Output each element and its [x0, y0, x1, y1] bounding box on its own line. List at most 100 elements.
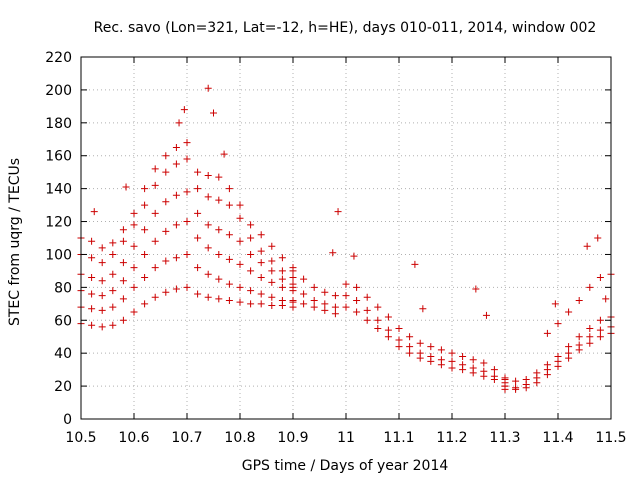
- data-point: [141, 226, 149, 234]
- data-point: [247, 234, 255, 242]
- series-track-4: [77, 218, 297, 300]
- data-point: [257, 247, 265, 255]
- data-point: [98, 292, 106, 300]
- data-point: [575, 346, 583, 354]
- data-point: [225, 280, 233, 288]
- data-point: [363, 306, 371, 314]
- data-point: [596, 333, 604, 341]
- data-point: [119, 237, 127, 245]
- series-track-7: [289, 267, 509, 382]
- data-point: [236, 201, 244, 209]
- data-point: [225, 297, 233, 305]
- data-point: [565, 308, 573, 316]
- data-point: [554, 320, 562, 328]
- data-point: [594, 234, 602, 242]
- x-tick-labels: 10.5 10.6 10.7 10.8 10.9 11 11.1 11.2 11.3 11.4 11…: [65, 430, 626, 446]
- data-point: [268, 301, 276, 309]
- data-point: [183, 188, 191, 196]
- data-point: [602, 295, 610, 303]
- data-point: [321, 306, 329, 314]
- data-point: [257, 300, 265, 308]
- data-point: [406, 333, 414, 341]
- data-point: [183, 139, 191, 147]
- data-point: [119, 316, 127, 324]
- data-point: [141, 273, 149, 281]
- data-point: [204, 270, 212, 278]
- data-point: [480, 359, 488, 367]
- data-point: [512, 377, 520, 385]
- data-point: [331, 303, 339, 311]
- data-point: [162, 288, 170, 296]
- series-outliers: [90, 84, 610, 319]
- data-point: [419, 305, 427, 313]
- data-point: [596, 273, 604, 281]
- y-tick-label: 140: [45, 182, 72, 198]
- data-point: [210, 109, 217, 117]
- data-point: [204, 244, 212, 252]
- data-point: [225, 201, 233, 209]
- data-point: [448, 357, 456, 365]
- data-point: [329, 249, 337, 257]
- data-point: [215, 295, 223, 303]
- data-point: [88, 290, 96, 298]
- data-point: [554, 362, 562, 370]
- data-point: [236, 214, 244, 222]
- data-point: [268, 257, 276, 265]
- data-point: [257, 273, 265, 281]
- x-axis-title: GPS time / Days of year 2014: [242, 458, 449, 474]
- data-point: [374, 303, 382, 311]
- data-point: [374, 316, 382, 324]
- data-point: [109, 270, 117, 278]
- data-point: [416, 354, 424, 362]
- data-point: [551, 300, 559, 308]
- data-point: [194, 209, 202, 217]
- data-point: [236, 260, 244, 268]
- data-point: [586, 325, 594, 332]
- data-point: [109, 321, 117, 329]
- data-point: [109, 250, 117, 258]
- data-point: [268, 267, 276, 275]
- data-point: [596, 316, 604, 324]
- data-point: [151, 237, 159, 245]
- data-point: [416, 339, 424, 347]
- data-point: [180, 106, 188, 114]
- data-point: [141, 250, 149, 258]
- data-points: [77, 84, 615, 393]
- data-point: [384, 326, 392, 334]
- data-point: [119, 259, 127, 267]
- data-point: [490, 366, 498, 374]
- data-point: [268, 278, 276, 286]
- x-tick-label: 11.4: [542, 430, 573, 446]
- y-tick-label: 200: [45, 83, 72, 99]
- y-tick-label: 220: [45, 50, 72, 66]
- data-point: [448, 364, 456, 372]
- data-point: [257, 231, 265, 239]
- data-point: [183, 218, 191, 226]
- series-track-8: [289, 283, 509, 387]
- y-tick-label: 20: [54, 379, 72, 395]
- data-point: [175, 119, 183, 127]
- data-point: [151, 181, 159, 189]
- data-point: [334, 208, 342, 216]
- data-point: [162, 227, 170, 235]
- data-point: [342, 303, 350, 311]
- y-tick-label: 160: [45, 149, 72, 165]
- data-point: [310, 297, 318, 305]
- data-point: [151, 293, 159, 301]
- data-point: [300, 275, 308, 283]
- data-point: [331, 310, 339, 318]
- data-point: [225, 255, 233, 263]
- data-point: [88, 254, 96, 262]
- data-point: [300, 290, 308, 298]
- series-track-5: [77, 250, 297, 314]
- x-tick-label: 11.1: [383, 430, 414, 446]
- y-tick-label: 100: [45, 247, 72, 263]
- data-point: [586, 339, 594, 347]
- data-point: [363, 293, 371, 301]
- data-point: [342, 280, 350, 288]
- data-point: [215, 275, 223, 283]
- data-point: [469, 356, 477, 364]
- data-point: [268, 242, 276, 250]
- data-point: [90, 208, 98, 216]
